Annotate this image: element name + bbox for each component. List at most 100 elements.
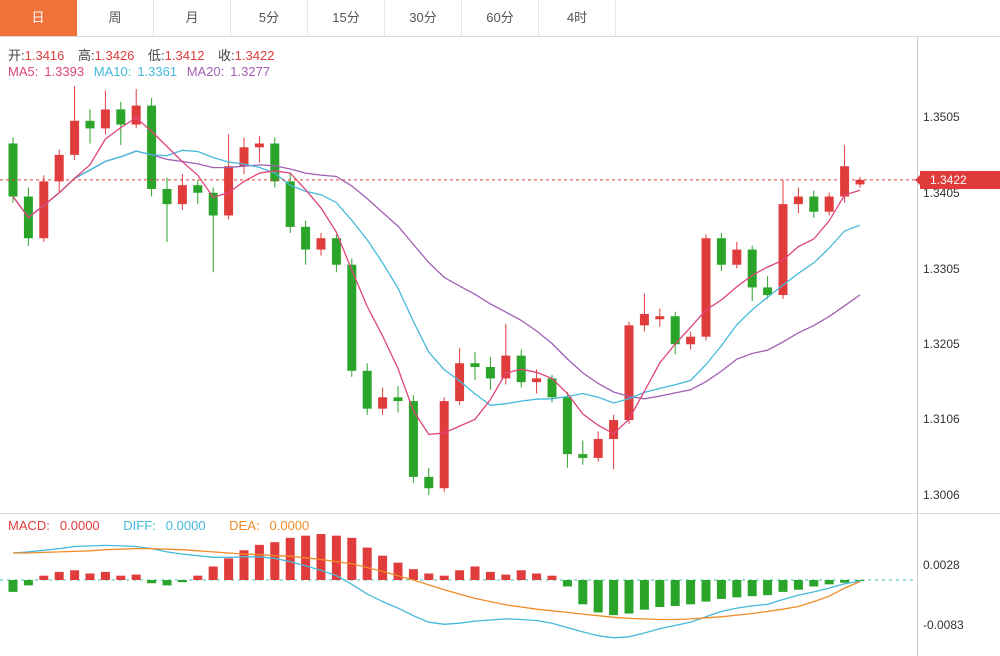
candle bbox=[347, 258, 357, 377]
candle bbox=[393, 385, 403, 413]
macd-bar bbox=[408, 569, 418, 580]
candle bbox=[193, 179, 203, 205]
ma10-value: 1.3361 bbox=[137, 64, 178, 79]
candle bbox=[316, 232, 326, 256]
tab-30min[interactable]: 30分 bbox=[385, 0, 462, 36]
tab-4hour[interactable]: 4时 bbox=[539, 0, 616, 36]
macd-bar bbox=[285, 537, 295, 580]
candle bbox=[378, 387, 388, 415]
candle bbox=[716, 232, 726, 271]
axis-divider bbox=[917, 37, 918, 656]
price-axis-label: 1.3405 bbox=[923, 185, 960, 200]
candle bbox=[301, 220, 311, 265]
candle bbox=[485, 357, 495, 390]
macd-bar bbox=[778, 580, 788, 592]
macd-bar bbox=[378, 555, 388, 580]
macd-bar bbox=[162, 580, 172, 586]
candle bbox=[285, 172, 295, 233]
tab-day[interactable]: 日 bbox=[0, 0, 77, 36]
candle bbox=[239, 137, 249, 174]
ma5-value: 1.3393 bbox=[44, 64, 85, 79]
candle bbox=[424, 467, 434, 496]
candle bbox=[624, 321, 634, 424]
macd-bar bbox=[8, 580, 18, 592]
price-axis-label: 1.3106 bbox=[923, 412, 960, 427]
macd-bar bbox=[23, 580, 33, 586]
candle bbox=[532, 369, 542, 394]
candle bbox=[162, 177, 172, 242]
open-label: 开: bbox=[8, 48, 25, 63]
close-value: 1.3422 bbox=[234, 48, 275, 63]
macd-bar bbox=[747, 580, 757, 597]
macd-bar bbox=[39, 575, 49, 580]
candle bbox=[408, 395, 418, 483]
macd-bar bbox=[254, 544, 264, 580]
macd-bar bbox=[316, 534, 326, 580]
close-label: 收: bbox=[218, 48, 235, 63]
candle bbox=[747, 245, 757, 302]
low-label: 低: bbox=[148, 48, 165, 63]
tab-15min[interactable]: 15分 bbox=[308, 0, 385, 36]
macd-bar bbox=[670, 580, 680, 606]
macd-bar bbox=[763, 580, 773, 596]
candle bbox=[331, 234, 341, 273]
macd-bar bbox=[70, 570, 80, 580]
macd-bar bbox=[855, 580, 865, 582]
candle bbox=[855, 176, 865, 188]
candle bbox=[177, 173, 187, 211]
candle bbox=[39, 175, 49, 242]
macd-chart[interactable] bbox=[0, 514, 917, 656]
current-price-badge: 1.3422 bbox=[915, 170, 1000, 189]
macd-bar bbox=[424, 573, 434, 580]
macd-bar bbox=[501, 574, 511, 580]
macd-bar bbox=[439, 575, 449, 580]
ma10-label: MA10: bbox=[93, 64, 132, 79]
macd-bar bbox=[239, 550, 249, 580]
ma-header: MA5: 1.3393 MA10: 1.3361 MA20: 1.3277 bbox=[8, 64, 276, 79]
macd-axis-label: -0.0083 bbox=[923, 617, 964, 632]
macd-bar bbox=[532, 573, 542, 580]
candlestick-chart[interactable] bbox=[0, 37, 917, 513]
tab-week[interactable]: 周 bbox=[77, 0, 154, 36]
candle bbox=[54, 149, 64, 193]
price-axis-label: 1.3505 bbox=[923, 110, 960, 124]
macd-bar bbox=[100, 571, 110, 580]
macd-value: MACD: 0.0000 bbox=[8, 518, 100, 533]
price-axis-label: 1.3305 bbox=[923, 261, 960, 276]
macd-bar bbox=[347, 537, 357, 580]
candle bbox=[670, 311, 680, 355]
candle bbox=[593, 431, 603, 462]
ma20-value: 1.3277 bbox=[230, 64, 271, 79]
low-value: 1.3412 bbox=[164, 48, 205, 63]
candle bbox=[8, 137, 18, 203]
macd-header: MACD: 0.0000 DIFF: 0.0000 DEA: 0.0000 bbox=[8, 518, 329, 533]
macd-bar bbox=[593, 580, 603, 613]
candle bbox=[439, 397, 449, 492]
price-axis-label: 1.3205 bbox=[923, 337, 960, 352]
macd-bar bbox=[732, 580, 742, 598]
macd-bar bbox=[177, 580, 187, 583]
macd-bar bbox=[393, 562, 403, 580]
timeframe-tabbar: 日 周 月 5分 15分 30分 60分 4时 bbox=[0, 0, 1000, 37]
macd-bar bbox=[578, 580, 588, 605]
macd-bar bbox=[85, 573, 95, 580]
macd-bar bbox=[270, 542, 280, 580]
macd-bar bbox=[609, 580, 619, 616]
candle bbox=[116, 101, 126, 146]
macd-bar bbox=[686, 580, 696, 605]
candle bbox=[809, 190, 819, 218]
candle bbox=[100, 90, 110, 135]
macd-bar bbox=[193, 575, 203, 580]
candle bbox=[824, 192, 834, 216]
macd-bar bbox=[562, 580, 572, 587]
macd-bar bbox=[701, 580, 711, 602]
macd-bar bbox=[516, 570, 526, 580]
tab-month[interactable]: 月 bbox=[154, 0, 231, 36]
tab-60min[interactable]: 60分 bbox=[462, 0, 539, 36]
macd-bar bbox=[54, 571, 64, 580]
candle bbox=[254, 135, 264, 163]
macd-bar bbox=[331, 535, 341, 580]
tab-5min[interactable]: 5分 bbox=[231, 0, 308, 36]
open-value: 1.3416 bbox=[24, 48, 65, 63]
